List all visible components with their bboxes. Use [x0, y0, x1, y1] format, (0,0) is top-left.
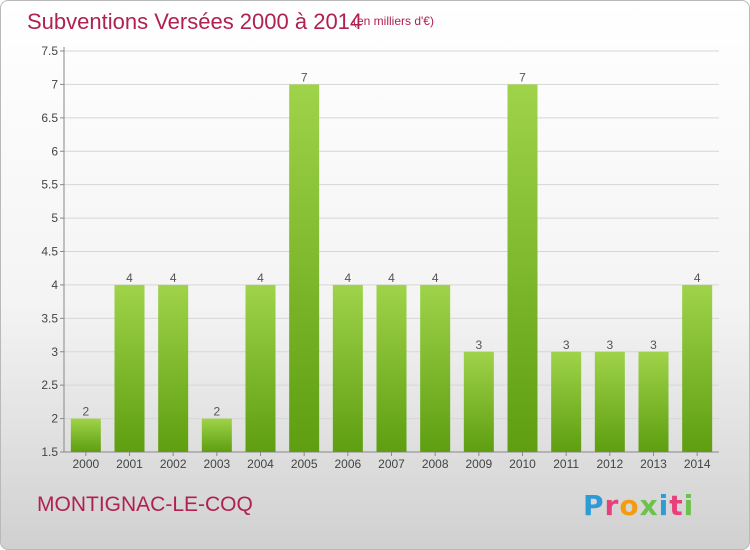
- y-tick-label: 1.5: [41, 445, 58, 459]
- x-tick-label: 2002: [160, 457, 187, 471]
- x-tick-label: 2000: [72, 457, 99, 471]
- bar-2000: [70, 418, 101, 452]
- y-tick-label: 4: [51, 278, 58, 292]
- logo-letter: i: [683, 489, 695, 522]
- data-label: 4: [126, 271, 133, 285]
- x-tick-label: 2005: [291, 457, 318, 471]
- y-tick-label: 2: [51, 412, 58, 426]
- x-tick-label: 2007: [378, 457, 405, 471]
- x-tick-label: 2001: [116, 457, 143, 471]
- x-tick-label: 2009: [465, 457, 492, 471]
- x-tick-label: 2014: [684, 457, 711, 471]
- data-label: 3: [650, 338, 657, 352]
- x-tick-label: 2013: [640, 457, 667, 471]
- bar-2004: [245, 284, 276, 452]
- data-label: 7: [301, 70, 308, 84]
- x-tick-label: 2003: [203, 457, 230, 471]
- x-tick-label: 2012: [596, 457, 623, 471]
- x-tick-label: 2010: [509, 457, 536, 471]
- data-label: 2: [82, 405, 89, 419]
- data-label: 3: [606, 338, 613, 352]
- y-tick-label: 3: [51, 345, 58, 359]
- bar-2002: [158, 284, 189, 452]
- data-label: 2: [213, 405, 220, 419]
- unit-label: (en milliers d'€): [353, 14, 434, 28]
- data-label: 7: [519, 70, 526, 84]
- bar-2007: [376, 284, 407, 452]
- logo-letter: P: [583, 489, 605, 522]
- commune-name: MONTIGNAC-LE-COQ: [37, 493, 253, 516]
- bar-2001: [114, 284, 145, 452]
- bar-2005: [289, 84, 320, 453]
- data-label: 4: [344, 271, 351, 285]
- logo-letter: i: [658, 489, 670, 522]
- data-labels: 2 4 4 2 4 7 4 4 4 3 7 3 3 3 4: [82, 70, 700, 418]
- data-label: 3: [475, 338, 482, 352]
- y-tick-label: 3.5: [41, 311, 58, 325]
- y-tick-label: 5: [51, 211, 58, 225]
- logo-letter: o: [619, 489, 640, 522]
- logo-letter: x: [639, 489, 659, 522]
- y-tick-label: 7.5: [41, 44, 58, 58]
- y-tick-label: 7: [51, 77, 58, 91]
- bar-2013: [638, 351, 669, 452]
- chart-title: Subventions Versées 2000 à 2014: [27, 9, 363, 34]
- bars: [70, 84, 713, 453]
- logo-letter: r: [604, 489, 620, 522]
- bar-2010: [507, 84, 538, 453]
- y-tick-label: 2.5: [41, 378, 58, 392]
- data-label: 3: [563, 338, 570, 352]
- bar-2009: [463, 351, 494, 452]
- data-label: 4: [432, 271, 439, 285]
- data-label: 4: [257, 271, 264, 285]
- x-tick-label: 2004: [247, 457, 274, 471]
- data-label: 4: [170, 271, 177, 285]
- bar-2014: [682, 284, 713, 452]
- y-tick-label: 5.5: [41, 178, 58, 192]
- bar-2008: [420, 284, 451, 452]
- x-tick-labels: 2000 2001 2002 2003 2004 2005 2006 2007 2008 2009…: [72, 452, 711, 471]
- y-tick-label: 6.5: [41, 111, 58, 125]
- x-tick-label: 2006: [334, 457, 361, 471]
- data-label: 4: [694, 271, 701, 285]
- y-tick-label: 4.5: [41, 245, 58, 259]
- bar-2003: [201, 418, 232, 452]
- data-label: 4: [388, 271, 395, 285]
- y-tick-labels: 1.5 2 2.5 3 3.5 4 4.5 5 5.5 6 6.5 7 7.5: [41, 44, 58, 459]
- y-tick-label: 6: [51, 144, 58, 158]
- bar-2011: [551, 351, 582, 452]
- bar-2006: [332, 284, 363, 452]
- x-tick-label: 2011: [553, 457, 579, 471]
- proxiti-logo: Proxiti: [583, 489, 694, 522]
- logo-letter: t: [669, 489, 684, 522]
- bar-2012: [594, 351, 625, 452]
- x-tick-label: 2008: [422, 457, 449, 471]
